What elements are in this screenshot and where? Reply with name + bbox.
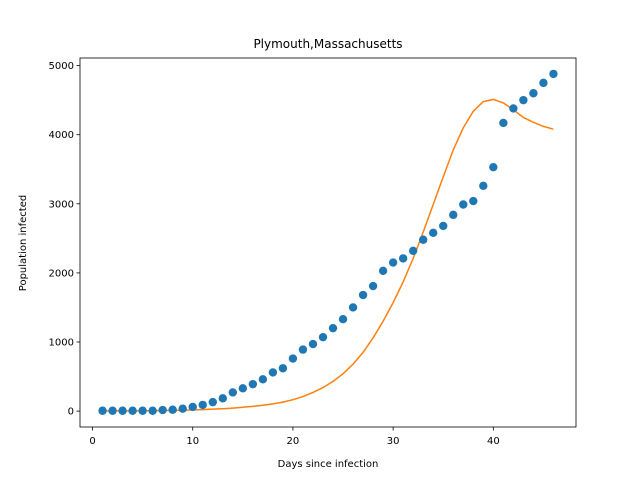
y-tick-label: 2000: [49, 268, 74, 279]
observed-point: [218, 394, 227, 403]
y-axis: 0 1000 2000 3000 4000 5000: [49, 61, 80, 418]
observed-point: [418, 235, 428, 244]
y-tick-label: 1000: [49, 338, 74, 349]
y-tick-label: 0: [68, 407, 74, 418]
observed-point: [519, 95, 528, 105]
observed-point: [318, 332, 328, 342]
observed-point: [278, 364, 288, 373]
observed-point: [158, 405, 167, 415]
observed-point: [348, 303, 358, 312]
observed-point: [459, 200, 468, 209]
x-tick-label: 40: [487, 436, 500, 447]
observed-point: [118, 406, 127, 415]
observed-point: [308, 339, 318, 349]
observed-point: [108, 406, 117, 415]
x-tick-label: 10: [186, 436, 199, 447]
x-tick-label: 30: [387, 436, 400, 447]
observed-point: [198, 400, 207, 410]
observed-point: [188, 402, 197, 412]
observed-point: [288, 354, 298, 363]
observed-point: [148, 406, 157, 415]
observed-point: [208, 397, 217, 407]
y-axis-label: Population infected: [18, 195, 29, 291]
observed-point: [408, 246, 418, 255]
x-tick-label: 20: [287, 436, 300, 447]
observed-point: [98, 406, 107, 415]
x-tick-label: 0: [89, 436, 95, 447]
observed-point: [268, 368, 278, 377]
observed-point: [368, 281, 378, 291]
model-line: [102, 98, 554, 412]
observed-point: [479, 181, 488, 191]
plot-frame: [79, 57, 577, 428]
observed-point: [138, 406, 147, 415]
observed-point: [499, 118, 508, 128]
observed-point: [539, 78, 548, 88]
observed-point: [228, 388, 238, 397]
observed-points-layer: [98, 69, 558, 415]
observed-point: [128, 406, 137, 415]
observed-point: [338, 315, 348, 324]
observed-point: [549, 69, 558, 79]
observed-point: [429, 228, 438, 238]
x-axis: 0 10 20 30 40: [89, 427, 500, 447]
x-axis-label: Days since infection: [278, 459, 379, 470]
plot-area: [98, 69, 558, 415]
observed-point: [509, 104, 518, 113]
observed-point: [398, 254, 408, 263]
observed-point: [358, 290, 368, 300]
observed-point: [248, 379, 258, 389]
y-tick-label: 4000: [49, 130, 74, 141]
observed-point: [449, 210, 458, 220]
observed-point: [439, 221, 448, 231]
model-line-layer: [102, 98, 554, 412]
observed-point: [298, 345, 308, 354]
observed-point: [238, 384, 248, 393]
observed-point: [328, 323, 338, 333]
observed-point: [469, 196, 478, 206]
observed-point: [258, 375, 268, 384]
chart-title: Plymouth,Massachusetts: [253, 37, 402, 51]
observed-point: [178, 404, 187, 413]
observed-point: [529, 89, 538, 98]
y-tick-label: 3000: [49, 199, 74, 210]
observed-point: [168, 405, 177, 414]
observed-point: [378, 266, 388, 276]
y-tick-label: 5000: [49, 61, 74, 72]
observed-point: [388, 258, 398, 267]
observed-point: [489, 162, 498, 172]
